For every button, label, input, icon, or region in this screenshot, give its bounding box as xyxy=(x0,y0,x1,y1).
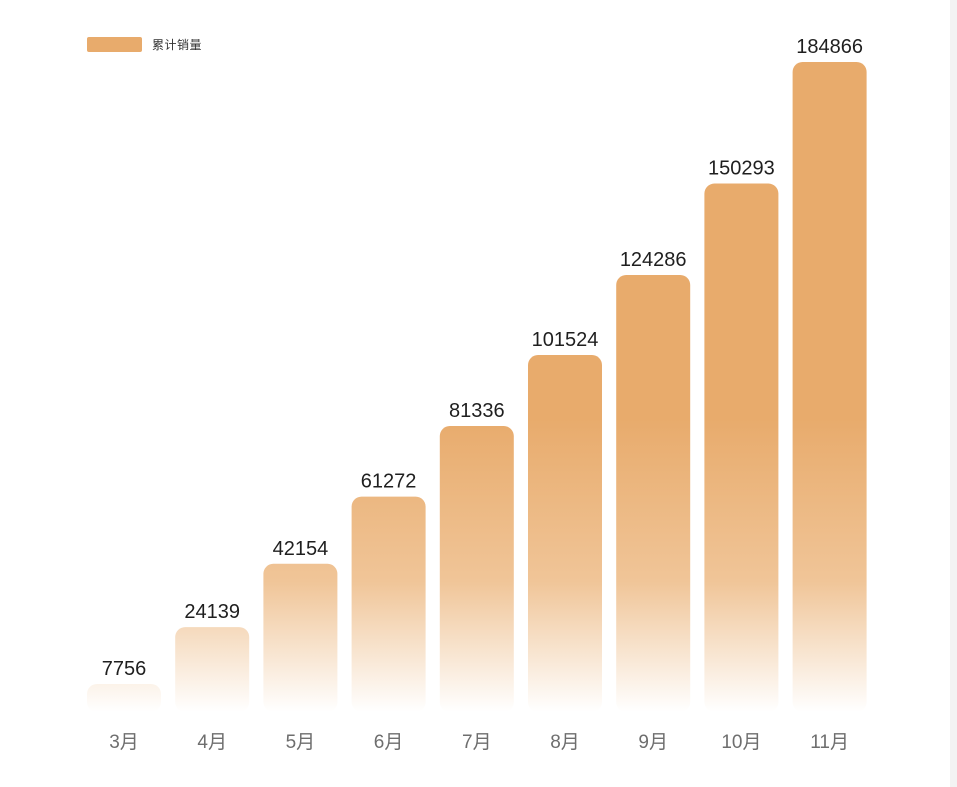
page-edge xyxy=(950,0,957,787)
bar-7月 xyxy=(439,426,514,712)
bar-5月 xyxy=(263,563,338,712)
x-tick-label: 11月 xyxy=(810,732,849,753)
x-tick-label: 10月 xyxy=(721,732,761,753)
bar-4月 xyxy=(175,627,250,712)
x-tick-label: 8月 xyxy=(550,732,580,753)
bar-9月 xyxy=(616,275,691,712)
x-tick-label: 6月 xyxy=(374,732,404,753)
x-tick-label: 9月 xyxy=(638,732,668,753)
data-label: 184866 xyxy=(796,36,863,58)
data-label: 150293 xyxy=(708,158,775,180)
data-label: 24139 xyxy=(184,601,240,623)
x-tick-label: 3月 xyxy=(109,732,139,753)
bar-11月 xyxy=(792,62,867,712)
data-label: 42154 xyxy=(273,538,329,560)
x-tick-label: 4月 xyxy=(197,732,227,753)
data-label: 124286 xyxy=(620,249,687,271)
data-label: 61272 xyxy=(361,471,417,493)
bar-8月 xyxy=(528,355,602,712)
x-tick-label: 7月 xyxy=(462,732,492,753)
bar-3月 xyxy=(87,684,161,712)
legend-label: 累计销量 xyxy=(152,38,203,52)
data-label: 81336 xyxy=(449,400,505,422)
legend-swatch xyxy=(87,37,142,52)
x-tick-label: 5月 xyxy=(286,732,316,753)
data-label: 101524 xyxy=(532,329,599,351)
bar-10月 xyxy=(704,183,779,713)
legend: 累计销量 xyxy=(87,36,202,53)
data-label: 7756 xyxy=(102,658,147,680)
bar-6月 xyxy=(351,496,426,712)
